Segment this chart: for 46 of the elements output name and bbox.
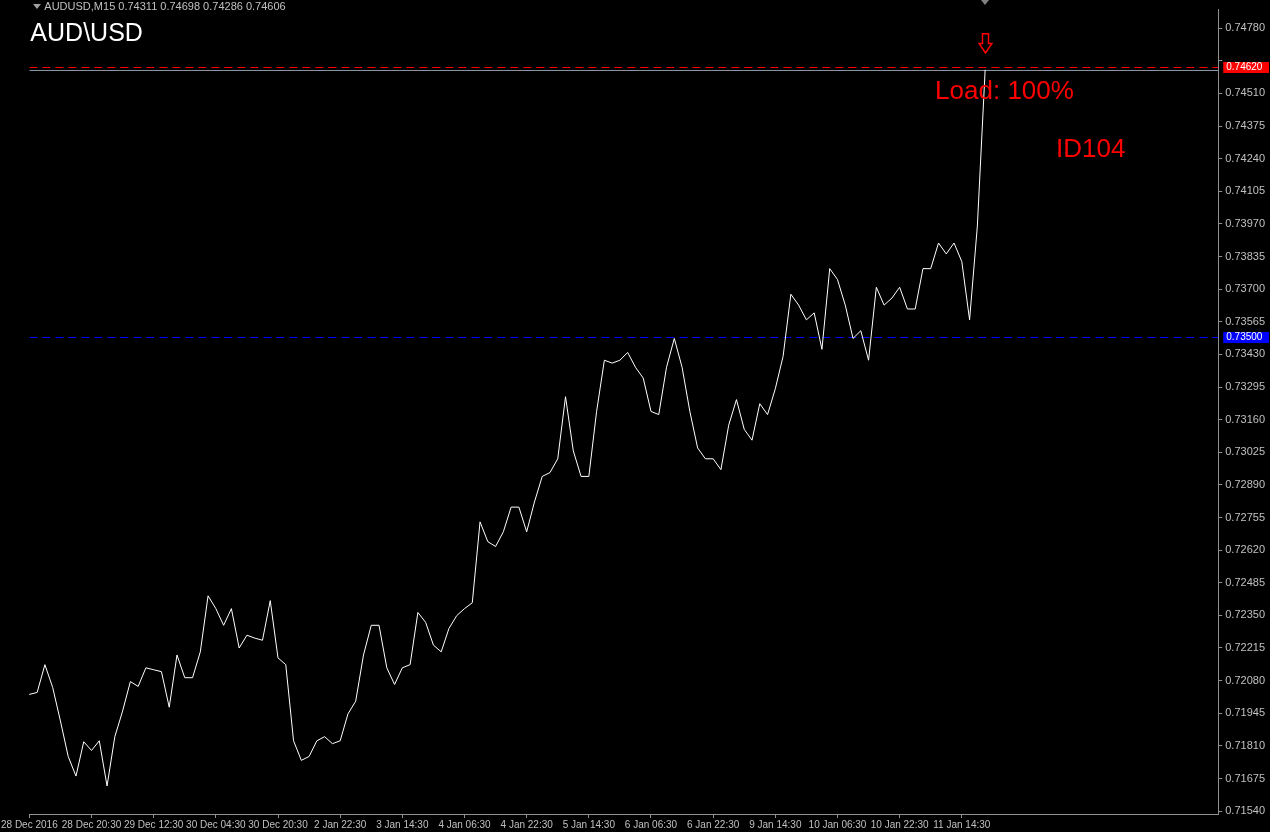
y-tick-label: 0.73700 xyxy=(1225,282,1265,295)
y-tick-label: 0.73295 xyxy=(1225,380,1265,393)
y-tick-label: 0.73565 xyxy=(1225,314,1265,327)
x-tick-label: 6 Jan 06:30 xyxy=(624,818,678,830)
y-tick-label: 0.71675 xyxy=(1225,771,1265,784)
y-tick-label: 0.73835 xyxy=(1225,249,1265,262)
x-tick-label: 28 Dec 20:30 xyxy=(61,818,122,830)
y-tick-label: 0.74105 xyxy=(1225,184,1265,197)
x-tick-label: 10 Jan 06:30 xyxy=(808,818,867,830)
y-tick-label: 0.72620 xyxy=(1225,543,1265,556)
y-tick-label: 0.73430 xyxy=(1225,347,1265,360)
x-tick-label: 2 Jan 22:30 xyxy=(314,818,367,830)
x-tick-label: 4 Jan 22:30 xyxy=(500,818,554,830)
x-tick-label: 3 Jan 14:30 xyxy=(376,818,429,830)
y-tick-label: 0.74780 xyxy=(1225,21,1265,34)
y-tick-label: 0.73970 xyxy=(1225,216,1265,229)
x-tick-label: 30 Dec 04:30 xyxy=(186,818,247,830)
y-tick-label: 0.72485 xyxy=(1225,575,1265,588)
ref-line-label: 0.73500 xyxy=(1226,331,1263,343)
x-tick-label: 6 Jan 22:30 xyxy=(687,818,740,830)
y-tick-label: 0.74375 xyxy=(1225,119,1265,132)
x-tick-label: 10 Jan 22:30 xyxy=(870,818,929,830)
y-tick-label: 0.72890 xyxy=(1225,477,1265,490)
y-tick-label: 0.72755 xyxy=(1225,510,1265,523)
y-tick-label: 0.71810 xyxy=(1225,738,1265,751)
y-tick-label: 0.74510 xyxy=(1225,86,1265,99)
ref-line-label: 0.74620 xyxy=(1226,61,1263,73)
annotation: Load: 100% xyxy=(935,75,1074,105)
x-tick-label: 11 Jan 14:30 xyxy=(933,818,991,830)
x-tick-label: 4 Jan 06:30 xyxy=(438,818,492,830)
x-tick-label: 5 Jan 14:30 xyxy=(562,818,616,830)
y-tick-label: 0.74240 xyxy=(1225,151,1265,164)
y-tick-label: 0.71945 xyxy=(1225,706,1265,719)
y-tick-label: 0.72080 xyxy=(1225,673,1265,686)
y-tick-label: 0.73160 xyxy=(1225,412,1265,425)
chart-title: AUD\USD xyxy=(30,18,143,46)
x-tick-label: 9 Jan 14:30 xyxy=(749,818,802,830)
x-tick-label: 29 Dec 12:30 xyxy=(123,818,184,830)
y-tick-label: 0.72215 xyxy=(1225,641,1265,654)
y-tick-label: 0.73025 xyxy=(1225,445,1265,458)
annotation: ID104 xyxy=(1056,133,1126,163)
x-tick-label: 28 Dec 2016 xyxy=(1,818,59,830)
x-tick-label: 30 Dec 20:30 xyxy=(248,818,309,830)
y-tick-label: 0.72350 xyxy=(1225,608,1265,621)
y-tick-label: 0.71540 xyxy=(1225,804,1265,817)
chart-subtitle: AUDUSD,M15 0.74311 0.74698 0.74286 0.74606 xyxy=(44,0,286,12)
